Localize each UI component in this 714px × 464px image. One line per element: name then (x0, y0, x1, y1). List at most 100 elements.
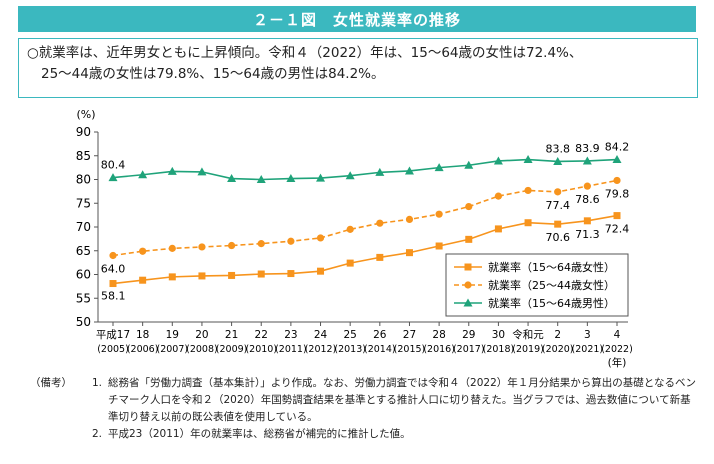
data-point (139, 276, 147, 284)
data-point (613, 176, 621, 185)
data-point (286, 174, 296, 183)
x-tick-sublabel: (2010) (245, 344, 277, 355)
data-label: 78.6 (575, 193, 600, 206)
data-point (435, 242, 443, 250)
summary-box: ○就業率は、近年男女ともに上昇傾向。令和４（2022）年は、15～64歳の女性は… (18, 38, 698, 98)
x-tick-sublabel: (2021) (572, 344, 604, 355)
legend-marker (463, 298, 473, 307)
y-tick-label: 55 (76, 291, 91, 305)
x-tick-label: 23 (284, 329, 297, 341)
data-point (612, 155, 622, 164)
data-point (317, 267, 325, 275)
data-point (287, 237, 295, 245)
note-number: 1. (92, 377, 103, 389)
data-label: 70.6 (545, 231, 570, 244)
x-tick-sublabel: (2014) (364, 344, 396, 355)
summary-line-1: ○就業率は、近年男女ともに上昇傾向。令和４（2022）年は、15～64歳の女性は… (27, 45, 583, 61)
x-tick-sublabel: (2005) (97, 344, 129, 355)
x-tick-label: 27 (403, 329, 416, 341)
x-axis-unit: (年) (608, 356, 627, 368)
data-label: 79.8 (605, 187, 630, 200)
x-tick-sublabel: (2016) (423, 344, 455, 355)
y-tick-label: 50 (76, 315, 91, 329)
y-tick-label: 85 (76, 149, 91, 163)
data-point (582, 156, 592, 165)
data-point (554, 188, 562, 196)
data-label: 84.2 (605, 141, 630, 154)
x-tick-label: 29 (462, 329, 475, 341)
data-point (167, 166, 177, 175)
x-tick-label: 22 (255, 329, 268, 341)
data-point (583, 182, 591, 190)
x-tick-sublabel: (2009) (216, 344, 248, 355)
data-point (168, 273, 176, 281)
x-tick-label: 26 (373, 329, 387, 341)
employment-rate-line-chart: (%) 50 55 60 65 70 75 80 85 90 平成17 (2005) 18 (2006) 1… (76, 108, 633, 368)
x-tick-sublabel: (2007) (156, 344, 188, 355)
data-label: 71.3 (575, 228, 600, 241)
note-number: 2. (92, 428, 103, 440)
data-point (197, 167, 207, 176)
data-point (108, 173, 118, 182)
data-point (227, 174, 237, 183)
data-point (613, 212, 621, 220)
x-tick-label: 令和元 (512, 328, 544, 341)
figure-title: ２－１図 女性就業率の推移 (18, 6, 696, 32)
x-tick-label: 30 (492, 329, 505, 341)
x-tick-label: 25 (343, 329, 356, 341)
data-point (375, 167, 385, 176)
x-tick-label: 21 (225, 329, 238, 341)
x-tick-sublabel: (2017) (453, 344, 485, 355)
data-point (198, 243, 206, 251)
data-point (465, 235, 473, 243)
x-tick-sublabel: (2018) (483, 344, 515, 355)
data-point (553, 156, 563, 165)
data-point (109, 280, 117, 288)
data-point (376, 219, 384, 227)
data-point (138, 170, 148, 179)
data-point (139, 247, 147, 255)
data-point (524, 219, 532, 227)
data-label: 58.1 (101, 290, 126, 303)
data-label: 83.8 (545, 142, 570, 155)
data-point (524, 186, 532, 195)
x-tick-sublabel: (2020) (542, 344, 574, 355)
y-tick-label: 60 (76, 268, 91, 282)
x-tick-label: 4 (614, 329, 621, 341)
legend-marker (464, 263, 472, 271)
notes-label: （備考） (30, 377, 72, 389)
data-point (434, 163, 444, 172)
data-point (316, 173, 326, 182)
data-point (257, 270, 265, 278)
data-point (109, 251, 117, 260)
x-tick-sublabel: (2008) (186, 344, 218, 355)
x-tick-sublabel: (2015) (394, 344, 426, 355)
legend-label: 就業率（15～64歳女性） (488, 260, 615, 274)
data-point (228, 271, 236, 279)
data-point (376, 253, 384, 261)
data-point (404, 166, 414, 175)
data-label: 83.9 (575, 142, 600, 155)
x-tick-label: 18 (136, 329, 149, 341)
data-point (287, 270, 295, 278)
legend-label: 就業率（25～44歳女性） (488, 278, 615, 292)
x-tick-label: 2 (554, 329, 561, 341)
data-point (523, 155, 533, 164)
x-tick-sublabel: (2019) (512, 344, 544, 355)
y-tick-label: 75 (76, 196, 91, 210)
x-tick-sublabel: (2012) (305, 344, 337, 355)
x-tick-label: 平成17 (96, 329, 130, 341)
data-label: 77.4 (545, 199, 570, 212)
notes: （備考） 1. 総務省「労働力調査（基本集計）」より作成。なお、労働力調査では令… (30, 375, 700, 443)
y-axis-unit: (%) (76, 108, 95, 121)
data-label: 64.0 (101, 263, 126, 276)
x-tick-label: 24 (314, 329, 328, 341)
data-point (168, 244, 176, 252)
data-point (554, 220, 562, 228)
data-point (227, 241, 236, 250)
x-tick-label: 19 (166, 329, 179, 341)
y-tick-label: 70 (76, 220, 91, 234)
y-tick-label: 80 (76, 173, 91, 187)
x-tick-label: 20 (195, 329, 208, 341)
series-line-3 (112, 158, 618, 181)
